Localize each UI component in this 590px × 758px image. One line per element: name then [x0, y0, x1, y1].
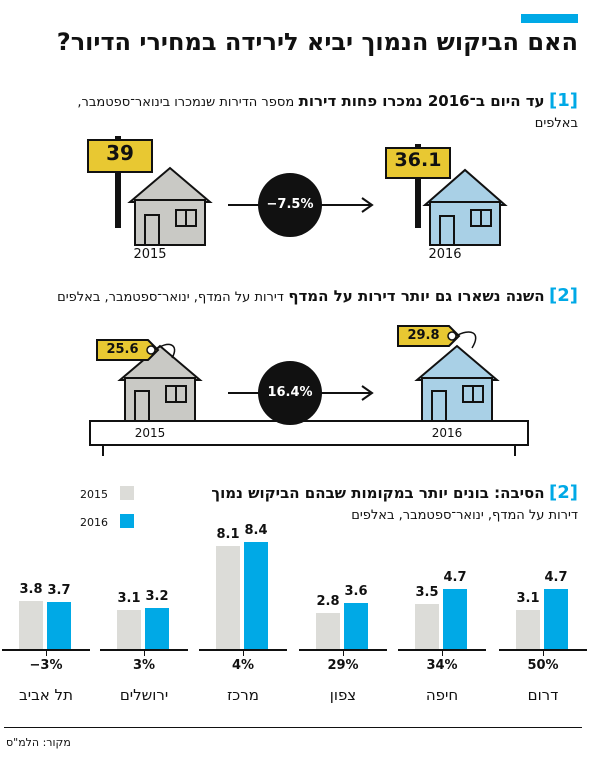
value-label-2015: 2.8 — [316, 594, 340, 610]
category-tick — [343, 649, 344, 656]
section1-heading: עד היום ב־2016 נמכרו פחות דירות — [298, 92, 545, 110]
source-note: מקור: הלמ"ס — [6, 736, 71, 749]
legend-2016-swatch — [120, 514, 134, 528]
bar-2015 — [216, 545, 240, 649]
section1-graphic — [87, 136, 508, 246]
value-label-2016: 4.7 — [544, 570, 568, 586]
sign-2015-value: 39 — [106, 141, 134, 165]
category-tick — [46, 649, 47, 656]
change-2-value: 16.4% — [267, 385, 313, 400]
change-circle-2 — [258, 361, 322, 425]
section2-graphic — [89, 325, 529, 456]
section2-subtitle: דירות על המדף, ינואר־ספטמבר, באלפים — [57, 290, 284, 305]
bar-2016 — [544, 589, 568, 649]
sign-2016 — [385, 147, 451, 179]
tag-2016-value: 29.8 — [407, 328, 440, 343]
bar-2016 — [47, 601, 71, 649]
house-2015-icon — [127, 166, 213, 203]
value-label-2015: 3.5 — [415, 585, 439, 601]
bar-2015 — [415, 604, 439, 649]
legend-2015-swatch — [120, 486, 134, 500]
shelf-house-2016-icon — [414, 344, 500, 381]
legend-2016-label: 2016 — [80, 516, 108, 529]
category-tick — [243, 649, 244, 656]
shelf — [89, 420, 529, 446]
value-label-2016: 3.6 — [344, 584, 368, 600]
change-circle-1 — [258, 173, 322, 237]
category-label: צפון — [329, 686, 357, 704]
bar-2015 — [19, 600, 43, 649]
value-label-2015: 8.1 — [216, 526, 240, 542]
year-2015-label: 2015 — [133, 247, 167, 262]
section2-heading: השנה נשארו גם יותר דירות על המדף — [288, 287, 545, 305]
section1-number: [1] — [549, 90, 578, 111]
page-title: האם הביקוש הנמוך יביא לירידה במחירי הדיו… — [56, 28, 578, 56]
tag-2015-value: 25.6 — [106, 342, 139, 357]
change-percent: −3% — [29, 658, 63, 673]
value-label-2015: 3.1 — [117, 590, 141, 606]
change-percent: 3% — [132, 658, 156, 673]
footer-divider — [4, 727, 582, 728]
section3-number: [2] — [549, 482, 578, 503]
legend-2015-label: 2015 — [80, 488, 108, 501]
category-label: תל אביב — [19, 686, 73, 704]
value-label-2016: 4.7 — [443, 570, 467, 586]
tag-2016 — [397, 325, 461, 347]
accent-bar — [521, 14, 578, 23]
section2-number: [2] — [549, 285, 578, 306]
category-tick — [144, 649, 145, 656]
change-1-value: −7.5% — [266, 197, 314, 212]
bar-2015 — [516, 609, 540, 649]
shelf-year-2016-label: 2016 — [431, 426, 463, 440]
value-label-2016: 3.7 — [47, 582, 71, 598]
category-label: ירושלים — [119, 686, 169, 704]
section2-header: [2] השנה נשארו גם יותר דירות על המדף דיר… — [57, 285, 578, 306]
section1-subtitle2: באלפים — [534, 116, 578, 131]
sign-2016-value: 36.1 — [394, 149, 442, 171]
value-label-2015: 3.1 — [516, 590, 540, 606]
category-label: מרכז — [227, 686, 259, 704]
change-percent: 4% — [231, 658, 255, 673]
category-label: חיפה — [425, 686, 459, 704]
bar-2016 — [145, 608, 169, 649]
year-2016-label: 2016 — [428, 247, 462, 262]
bar-2016 — [244, 542, 268, 649]
tag-2015 — [96, 339, 160, 361]
section3-subtitle: דירות על המדף, ינואר־ספטמבר, באלפים — [351, 508, 578, 523]
sign-2015 — [87, 139, 153, 173]
change-percent: 29% — [327, 658, 359, 673]
value-label-2016: 8.4 — [244, 523, 268, 538]
bar-2016 — [344, 603, 368, 649]
section3-heading: הסיבה: בונים יותר במקומות שבהם הביקוש נמ… — [211, 484, 545, 502]
value-label-2015: 3.8 — [19, 581, 43, 597]
bar-2015 — [316, 613, 340, 649]
section3-header: [2] הסיבה: בונים יותר במקומות שבהם הביקו… — [211, 482, 578, 503]
category-tick — [442, 649, 443, 656]
category-label: דרום — [527, 686, 559, 704]
section1-subtitle: מספר הדירות שנמכרו בינואר־ספטמבר, — [77, 95, 295, 110]
bar-2015 — [117, 609, 141, 649]
shelf-year-2015-label: 2015 — [134, 426, 166, 440]
change-percent: 50% — [527, 658, 559, 673]
bar-2016 — [443, 589, 467, 649]
change-percent: 34% — [426, 658, 458, 673]
value-label-2016: 3.2 — [145, 589, 169, 605]
category-tick — [543, 649, 544, 656]
section1-header: [1] עד היום ב־2016 נמכרו פחות דירות מספר… — [77, 90, 578, 111]
